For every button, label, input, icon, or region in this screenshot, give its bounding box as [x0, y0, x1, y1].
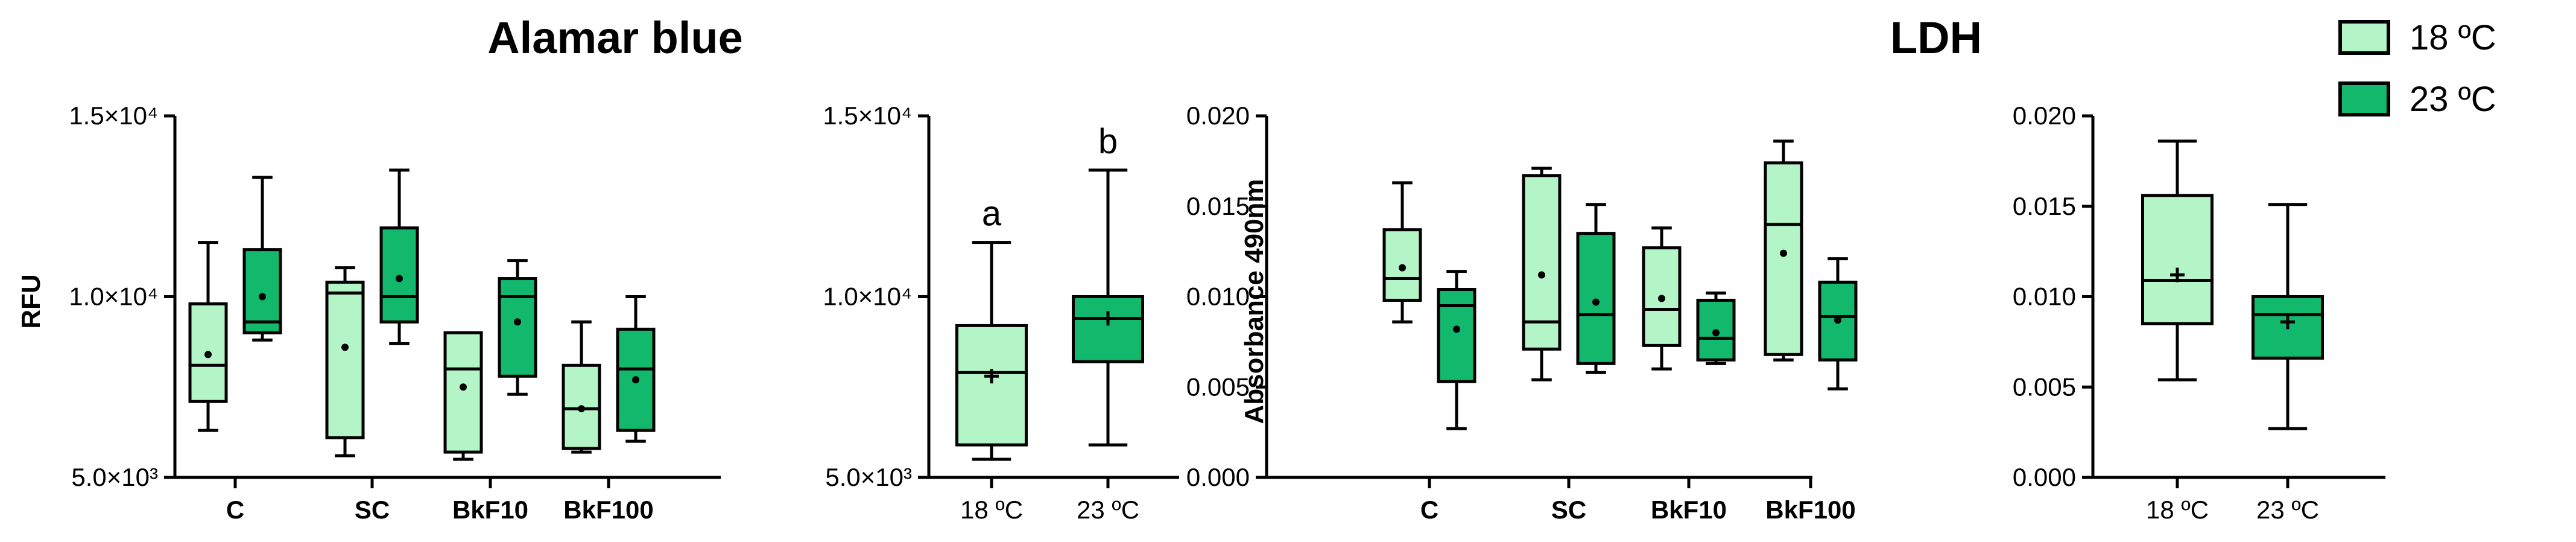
legend-label-18c: 18 ºC [2410, 18, 2496, 57]
iqr-box [1072, 295, 1144, 363]
iqr-box [1696, 298, 1736, 362]
mean-marker [460, 383, 467, 391]
iqr-box [498, 277, 537, 378]
iqr-box [1437, 288, 1476, 383]
box-plot: a [955, 194, 1028, 461]
significance-label: b [1098, 122, 1118, 161]
y-tick-label: 0.000 [2013, 463, 2076, 491]
y-tick-label: 1.0×10⁴ [823, 282, 912, 311]
mean-marker [259, 293, 266, 301]
alamar-title: Alamar blue [487, 13, 743, 63]
mean-marker [578, 405, 585, 413]
y-axis-label: Absorbance 490nm [1239, 179, 1269, 424]
mean-marker [396, 275, 403, 282]
iqr-box [242, 248, 282, 334]
x-tick-label: BkF10 [1651, 496, 1727, 524]
y-tick-label: 0.010 [2013, 282, 2076, 311]
box-plot [1696, 292, 1736, 365]
mean-marker [514, 318, 521, 326]
mean-marker [341, 343, 349, 351]
iqr-box [1764, 161, 1803, 356]
box-plot [1522, 167, 1562, 381]
y-tick-label: 1.5×10⁴ [69, 101, 158, 130]
box-plot [188, 241, 228, 432]
box-plot [1764, 139, 1803, 362]
box-plot [443, 331, 483, 461]
box-plot [616, 295, 656, 443]
box-plot [1642, 226, 1682, 371]
iqr-box [1522, 174, 1562, 351]
box-plot [1437, 270, 1476, 430]
box-plot [325, 266, 365, 458]
mean-marker [1592, 298, 1600, 306]
box-plot [498, 259, 537, 396]
y-axis-label: RFU [16, 274, 46, 328]
mean-marker [1834, 316, 1841, 324]
y-tick-label: 5.0×10³ [71, 463, 158, 491]
box-plot [1382, 181, 1422, 324]
y-tick-label: 0.000 [1186, 463, 1250, 491]
x-tick-label: 23 ºC [2256, 496, 2319, 524]
legend-label-23c: 23 ºC [2410, 80, 2496, 119]
iqr-box [2141, 194, 2214, 325]
y-tick-label: 1.5×10⁴ [823, 101, 912, 130]
box-plot: b [1072, 122, 1144, 447]
mean-marker [1538, 271, 1545, 279]
iqr-box [955, 324, 1028, 447]
x-tick-label: BkF100 [1765, 496, 1855, 524]
iqr-box [325, 281, 365, 439]
mean-marker [632, 376, 639, 384]
panel-4: 0.000 0.005 0.010 0.015 0.020 18 ºC 23 ºC [2013, 101, 2385, 524]
y-tick-label: 0.015 [2013, 192, 2076, 220]
x-tick-label: 18 ºC [960, 496, 1023, 524]
x-tick-label: SC [1551, 496, 1586, 524]
iqr-box [616, 327, 656, 432]
mean-marker [1453, 325, 1460, 333]
mean-marker [1712, 329, 1720, 337]
box-plot [2141, 139, 2214, 381]
panel-2: 5.0×10³ 1.0×10⁴ 1.5×10⁴ 18 ºC 23 ºC a b [823, 101, 1179, 524]
box-plot [379, 168, 419, 345]
box-plot [2252, 203, 2324, 430]
box-plot [1818, 257, 1858, 391]
x-tick-label: BkF100 [563, 496, 653, 524]
y-tick-label: 0.015 [1186, 192, 1250, 220]
y-tick-label: 0.005 [1186, 372, 1250, 401]
x-tick-label: C [1420, 496, 1438, 524]
y-tick-label: 0.020 [2013, 101, 2076, 130]
mean-marker [1658, 295, 1665, 302]
box-plot [1576, 203, 1616, 374]
y-tick-label: 1.0×10⁴ [69, 282, 158, 311]
mean-marker [1780, 249, 1787, 257]
x-tick-label: C [226, 496, 244, 524]
y-tick-label: 0.005 [2013, 372, 2076, 401]
box-plot [242, 176, 282, 342]
x-tick-label: BkF10 [452, 496, 528, 524]
y-tick-label: 0.020 [1186, 101, 1250, 130]
box-plot [562, 320, 601, 454]
panel-3: 0.000 0.005 0.010 0.015 0.020 Absorbance 490n… [1186, 101, 1858, 524]
iqr-box [443, 331, 483, 454]
x-tick-label: SC [355, 496, 390, 524]
x-tick-label: 18 ºC [2146, 496, 2209, 524]
legend-swatch-23c [2338, 81, 2390, 116]
legend: 18 ºC 23 ºC [2338, 18, 2496, 119]
y-tick-label: 5.0×10³ [825, 463, 912, 491]
panel-1: 5.0×10³ 1.0×10⁴ 1.5×10⁴ RFU C SC BkF10 BkF100 [16, 101, 721, 524]
x-tick-label: 23 ºC [1077, 496, 1139, 524]
ldh-title: LDH [1890, 13, 1982, 63]
mean-marker [204, 351, 212, 359]
y-tick-label: 0.010 [1186, 282, 1250, 311]
mean-marker [1399, 264, 1406, 272]
significance-label: a [982, 194, 1002, 234]
legend-swatch-18c [2338, 20, 2390, 55]
